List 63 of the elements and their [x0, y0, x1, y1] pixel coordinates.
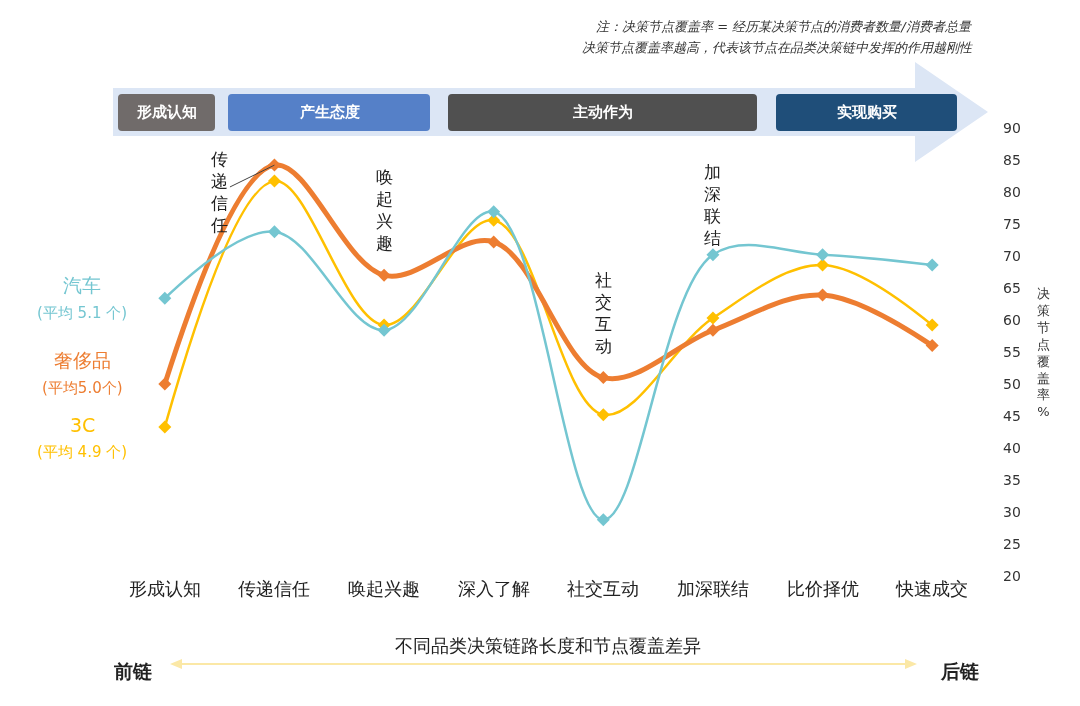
x-tick-label: 唤起兴趣: [348, 578, 421, 599]
point: [377, 323, 391, 337]
point: [925, 339, 939, 353]
text: 形成认知: [136, 103, 197, 121]
point: [267, 158, 281, 172]
y-tick-label: 50: [1003, 375, 1021, 392]
y-tick-label: 35: [1003, 471, 1021, 488]
annotation: 唤起兴趣: [376, 167, 393, 254]
x-tick-label: 传递信任: [238, 578, 311, 599]
point: [706, 248, 720, 262]
y-axis-title: 决策节点覆盖率%: [1037, 286, 1050, 420]
y-tick-label: 45: [1003, 407, 1021, 424]
point: [267, 225, 281, 239]
annotation: (平均 5.1 个): [37, 304, 128, 322]
point: [596, 408, 610, 422]
point: [596, 371, 610, 385]
y-tick-label: 75: [1003, 215, 1021, 232]
point: [158, 291, 172, 305]
text: 产生态度: [299, 103, 360, 121]
annotation: (平均 4.9 个): [37, 443, 128, 461]
x-tick-label: 形成认知: [128, 578, 201, 599]
y-tick-label: 65: [1003, 279, 1021, 296]
y-tick-label: 40: [1003, 439, 1021, 456]
text: 决策节点覆盖率越高，代表该节点在品类决策链中发挥的作用越刚性: [582, 40, 973, 55]
text: 汽车: [63, 274, 101, 296]
text: 奢侈品: [54, 349, 111, 371]
x-axis-title: 不同品类决策链路长度和节点覆盖差异: [395, 635, 701, 656]
point: [925, 258, 939, 272]
point: [158, 420, 172, 434]
point: [706, 311, 720, 325]
y-tick-label: 60: [1003, 311, 1021, 328]
text: 前链: [113, 660, 153, 682]
text: 3C: [70, 414, 96, 436]
y-tick-label: 25: [1003, 535, 1021, 552]
text: 实现购买: [837, 103, 897, 121]
x-tick-label: 快速成交: [895, 578, 969, 599]
x-tick-label: 比价择优: [786, 578, 859, 599]
y-tick-label: 90: [1003, 119, 1021, 136]
point: [706, 323, 720, 337]
point: [487, 235, 501, 249]
text: 主动作为: [572, 103, 633, 121]
annotation: 加深联结: [704, 162, 721, 249]
point: [816, 258, 830, 272]
point: [158, 377, 172, 391]
y-tick-label: 85: [1003, 151, 1021, 168]
x-tick-label: 加深联结: [676, 578, 749, 599]
x-tick-label: 深入了解: [457, 578, 530, 599]
y-tick-label: 80: [1003, 183, 1021, 200]
y-tick-label: 70: [1003, 247, 1021, 264]
x-tick-label: 社交互动: [567, 578, 640, 599]
y-tick-label: 20: [1003, 567, 1021, 584]
annotation: (平均5.0个): [42, 379, 123, 397]
point: [267, 174, 281, 188]
point: [925, 318, 939, 332]
annotation: 社交互动: [595, 270, 612, 357]
text: 后链: [940, 660, 980, 682]
y-tick-label: 30: [1003, 503, 1021, 520]
point: [816, 248, 830, 262]
y-tick-label: 55: [1003, 343, 1021, 360]
point: [377, 268, 391, 282]
text: 注：决策节点覆盖率 = 经历某决策节点的消费者数量/消费者总量: [596, 19, 973, 34]
point: [487, 205, 501, 219]
point: [596, 513, 610, 527]
